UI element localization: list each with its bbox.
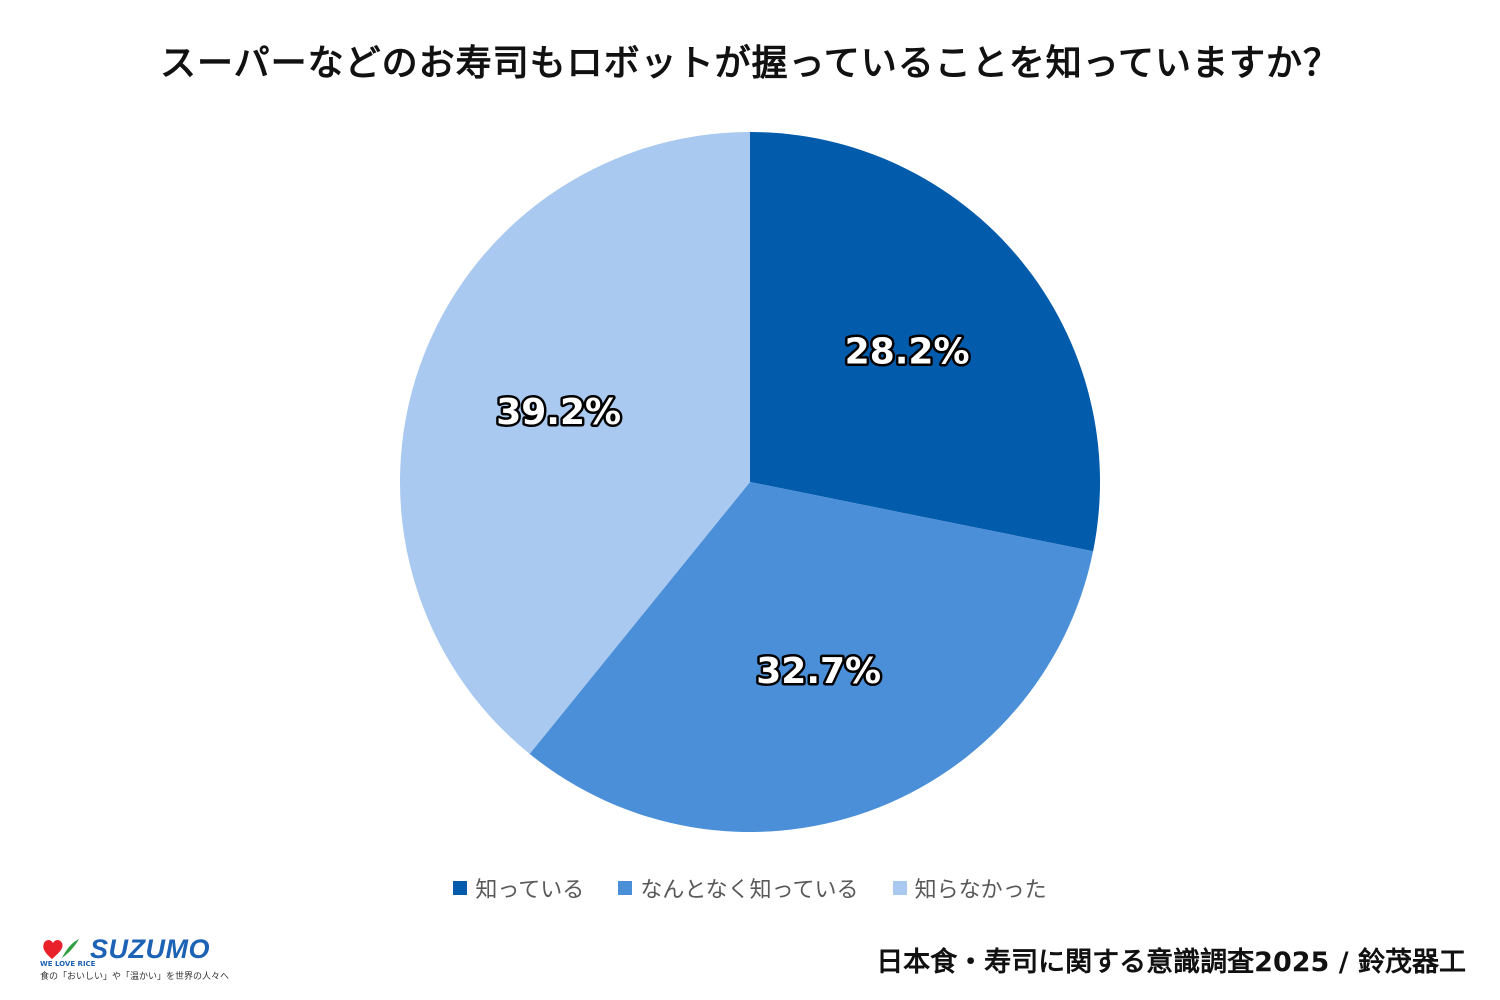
logo-tagline: 食の「おいしい」や「温かい」を世界の人々へ <box>40 972 230 982</box>
suzumo-logo: SUZUMO WE LOVE RICE 食の「おいしい」や「温かい」を世界の人々… <box>40 934 240 986</box>
pie-slice-did-not-know <box>400 132 750 754</box>
data-label: 28.2% <box>845 331 970 372</box>
legend-label: 知らなかった <box>914 878 1047 903</box>
logo-slogan: WE LOVE RICE <box>40 960 96 968</box>
pie-slice-vaguely-knew <box>529 482 1094 833</box>
data-label: 32.7% <box>756 651 881 692</box>
legend-swatch <box>618 881 633 895</box>
pie-slice-knew <box>750 132 1100 552</box>
logo-name: SUZUMO <box>90 934 210 964</box>
legend-swatch <box>892 881 907 895</box>
chart-title: スーパーなどのお寿司もロボットが握っていることを知っていますか？ <box>159 43 1341 84</box>
legend: 知っている なんとなく知っている 知らなかった <box>0 872 1500 904</box>
legend-swatch <box>453 881 468 895</box>
heart-logo-icon <box>43 939 79 959</box>
legend-label: なんとなく知っている <box>640 878 859 903</box>
data-label: 39.2% <box>496 392 621 433</box>
legend-item-did-not-know: 知らなかった <box>892 872 1047 904</box>
legend-item-vaguely-knew: なんとなく知っている <box>618 872 859 904</box>
legend-label: 知っている <box>475 878 585 903</box>
legend-item-knew: 知っている <box>453 872 584 904</box>
source-credit: 日本食・寿司に関する意識調査2025 / 鈴茂器工 <box>876 947 1466 978</box>
